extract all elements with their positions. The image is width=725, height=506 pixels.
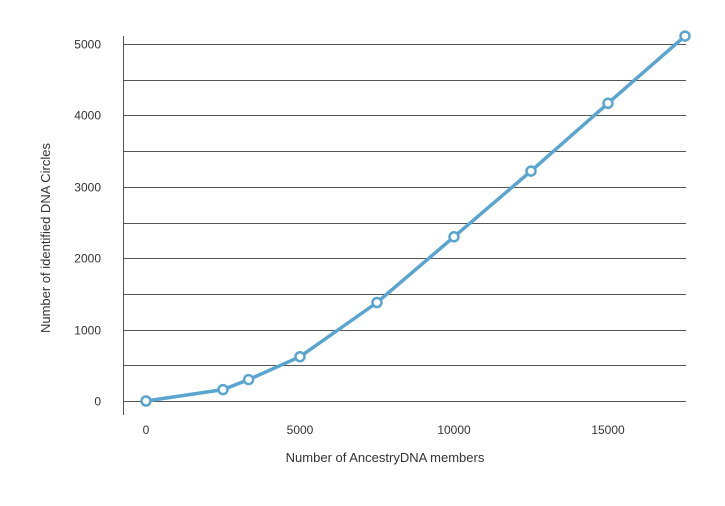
x-axis-title: Number of AncestryDNA members: [286, 450, 485, 465]
data-point: [294, 350, 306, 363]
series-line-0: [144, 34, 687, 403]
x-tick-label: 0: [143, 423, 150, 437]
data-point: [448, 231, 460, 243]
y-tick-label: 2000: [74, 252, 101, 266]
gridlines: [123, 44, 686, 402]
data-point: [525, 165, 537, 177]
y-axis-title: Number of identified DNA Circles: [38, 142, 53, 333]
tick-labels: 0 1000 2000 3000 4000 5000 0 5000 10000 15000: [74, 38, 625, 438]
x-tick-label: 15000: [591, 423, 625, 437]
data-point: [217, 383, 229, 396]
y-tick-label: 3000: [74, 181, 101, 195]
y-tick-label: 5000: [74, 38, 101, 52]
x-tick-label: 5000: [287, 423, 314, 437]
data-point: [602, 97, 614, 110]
data-series: [140, 30, 691, 407]
data-point: [371, 296, 383, 309]
x-tick-label: 10000: [437, 423, 471, 437]
data-point: [679, 30, 691, 42]
data-point: [242, 373, 255, 386]
y-tick-label: 4000: [74, 109, 101, 123]
y-tick-label: 1000: [74, 324, 101, 338]
y-tick-label: 0: [94, 395, 101, 409]
data-point: [140, 395, 152, 407]
